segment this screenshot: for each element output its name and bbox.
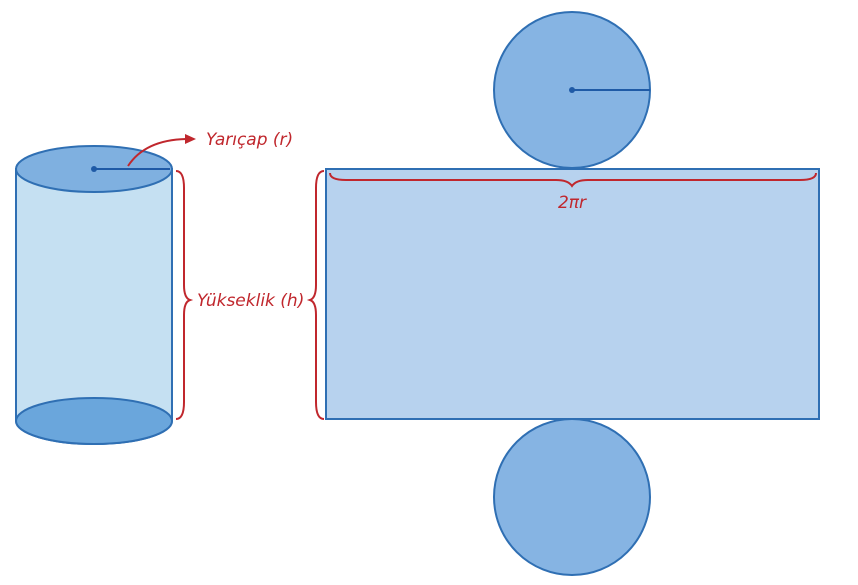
radius-arrow-head (185, 134, 196, 144)
height-label: Yükseklik (h) (197, 291, 304, 311)
radius-arrow (127, 138, 187, 167)
cylinder-net (325, 11, 820, 576)
net-lateral-rectangle (325, 168, 820, 420)
net-center-dot (569, 87, 575, 93)
height-brace-right (306, 170, 325, 420)
cylinder-3d (15, 145, 173, 445)
net-bottom-circle (493, 418, 651, 576)
radius-label: Yarıçap (r) (206, 130, 293, 150)
circumference-label: 2πr (558, 193, 587, 213)
radius-annotation: Yarıçap (r) (127, 130, 293, 167)
height-brace-left (175, 170, 194, 420)
circumference-brace (329, 172, 817, 188)
cylinder-bottom-face (15, 397, 173, 445)
cylinder-center-dot (91, 166, 97, 172)
